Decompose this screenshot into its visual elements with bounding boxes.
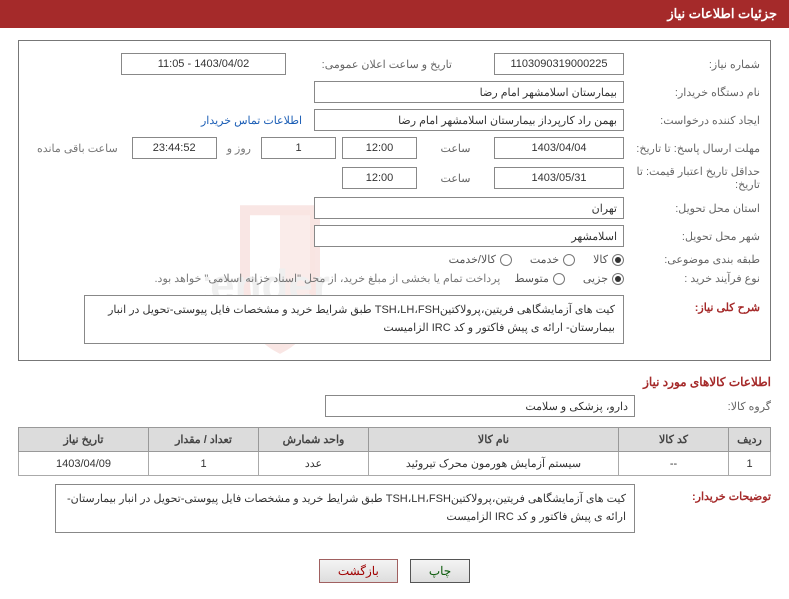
province-label: استان محل تحویل: [630, 202, 760, 215]
page-title: جزئیات اطلاعات نیاز [0, 0, 789, 28]
deadline-time: 12:00 [342, 137, 417, 159]
deadline-date: 1403/04/04 [494, 137, 624, 159]
remain-days: 1 [261, 137, 336, 159]
requester-label: ایجاد کننده درخواست: [630, 114, 760, 127]
process-note: پرداخت تمام یا بخشی از مبلغ خرید، از محل… [155, 272, 509, 285]
need-number: 1103090319000225 [494, 53, 624, 75]
category-label: طبقه بندی موضوعی: [630, 253, 760, 266]
remain-and: روز و [223, 142, 255, 155]
th-date: تاریخ نیاز [19, 428, 149, 452]
announce-label: تاریخ و ساعت اعلان عمومی: [292, 58, 452, 71]
th-idx: ردیف [729, 428, 771, 452]
radio-service[interactable]: خدمت [530, 253, 575, 266]
cell-code: -- [619, 452, 729, 476]
requester-value: بهمن راد کارپرداز بیمارستان اسلامشهر اما… [314, 109, 624, 131]
th-unit: واحد شمارش [259, 428, 369, 452]
buyer-label: نام دستگاه خریدار: [630, 86, 760, 99]
radio-dot-icon [612, 254, 624, 266]
th-code: کد کالا [619, 428, 729, 452]
table-row: 1 -- سیستم آزمایش هورمون محرک تیروئید عد… [19, 452, 771, 476]
summary-text: کیت های آزمایشگاهی فریتین،پرولاکتینTSH،L… [84, 295, 624, 344]
print-button[interactable]: چاپ [410, 559, 470, 583]
need-number-label: شماره نیاز: [630, 58, 760, 71]
radio-both[interactable]: کالا/خدمت [449, 253, 512, 266]
announce-value: 1403/04/02 - 11:05 [121, 53, 286, 75]
min-validity-date: 1403/05/31 [494, 167, 624, 189]
time-label-1: ساعت [423, 142, 488, 155]
radio-dot-icon [553, 273, 565, 285]
radio-partial[interactable]: جزیی [583, 272, 624, 285]
buyer-notes-label: توضیحات خریدار: [641, 484, 771, 503]
th-qty: تعداد / مقدار [149, 428, 259, 452]
time-label-2: ساعت [423, 172, 488, 185]
cell-idx: 1 [729, 452, 771, 476]
process-label: نوع فرآیند خرید : [630, 272, 760, 285]
radio-dot-icon [563, 254, 575, 266]
buyer-value: بیمارستان اسلامشهر امام رضا [314, 81, 624, 103]
radio-medium[interactable]: متوسط [514, 272, 565, 285]
summary-label: شرح کلی نیاز: [630, 295, 760, 314]
cell-unit: عدد [259, 452, 369, 476]
group-label: گروه کالا: [641, 400, 771, 413]
radio-goods[interactable]: کالا [593, 253, 624, 266]
deadline-label: مهلت ارسال پاسخ: تا تاریخ: [630, 142, 760, 155]
radio-dot-icon [612, 273, 624, 285]
city-value: اسلامشهر [314, 225, 624, 247]
min-validity-time: 12:00 [342, 167, 417, 189]
remain-suffix: ساعت باقی مانده [37, 142, 126, 155]
radio-dot-icon [500, 254, 512, 266]
min-validity-label: حداقل تاریخ اعتبار قیمت: تا تاریخ: [630, 165, 760, 191]
buyer-contact-link[interactable]: اطلاعات تماس خریدار [201, 114, 308, 127]
cell-date: 1403/04/09 [19, 452, 149, 476]
need-details-frame: شماره نیاز: 1103090319000225 تاریخ و ساع… [18, 40, 771, 361]
city-label: شهر محل تحویل: [630, 230, 760, 243]
province-value: تهران [314, 197, 624, 219]
buyer-notes-text: کیت های آزمایشگاهی فریتین،پرولاکتینTSH،L… [55, 484, 635, 533]
group-value: دارو، پزشکی و سلامت [325, 395, 635, 417]
cell-qty: 1 [149, 452, 259, 476]
items-section-title: اطلاعات کالاهای مورد نیاز [18, 375, 771, 389]
remain-clock: 23:44:52 [132, 137, 217, 159]
back-button[interactable]: بازگشت [319, 559, 398, 583]
items-table: ردیف کد کالا نام کالا واحد شمارش تعداد /… [18, 427, 771, 476]
th-name: نام کالا [369, 428, 619, 452]
cell-name: سیستم آزمایش هورمون محرک تیروئید [369, 452, 619, 476]
